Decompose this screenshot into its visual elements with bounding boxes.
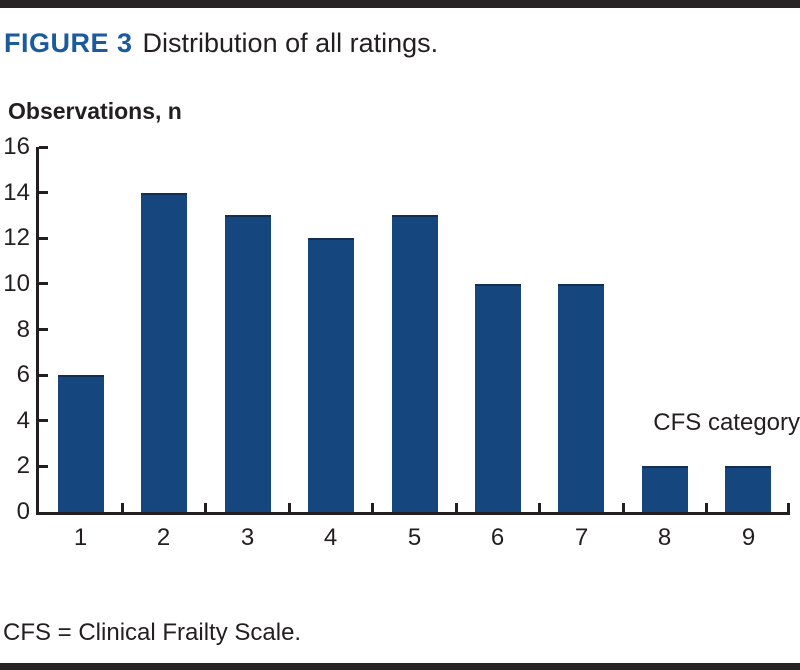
x-tick-label: 7 (574, 524, 589, 551)
figure-caption: Distribution of all ratings. (142, 28, 439, 58)
x-axis-tick (204, 503, 207, 512)
y-tick-label: 8 (16, 316, 30, 343)
bar (308, 238, 354, 512)
x-axis-end-tick (787, 503, 790, 512)
bottom-rule (0, 663, 800, 670)
y-axis-tick (39, 328, 48, 331)
x-tick-label: 3 (240, 524, 255, 551)
bar (141, 193, 187, 512)
y-tick-label: 16 (3, 133, 30, 160)
y-axis-tick (39, 374, 48, 377)
bar (225, 215, 271, 512)
y-tick-label: 12 (3, 224, 30, 251)
x-axis-title: CFS category (653, 409, 800, 436)
x-axis-tick (288, 503, 291, 512)
x-tick-label: 4 (323, 524, 338, 551)
bar (558, 284, 604, 512)
x-axis-tick (622, 503, 625, 512)
bar (392, 215, 438, 512)
y-axis-tick (39, 146, 48, 149)
y-axis-tick (39, 465, 48, 468)
x-axis-tick (538, 503, 541, 512)
y-tick-label: 2 (16, 452, 30, 479)
y-axis-tick (39, 282, 48, 285)
x-axis-tick (371, 503, 374, 512)
figure-footnote: CFS = Clinical Frailty Scale. (3, 619, 302, 646)
x-tick-label: 1 (73, 524, 88, 551)
y-tick-label: 14 (3, 179, 30, 206)
x-tick-label: 9 (741, 524, 756, 551)
bar (58, 375, 104, 512)
x-tick-label: 5 (407, 524, 422, 551)
y-tick-label: 6 (16, 361, 30, 388)
x-axis-tick (121, 503, 124, 512)
figure-title: FIGURE 3 Distribution of all ratings. (4, 27, 438, 59)
y-tick-label: 4 (16, 407, 30, 434)
x-tick-label: 6 (490, 524, 505, 551)
x-axis-tick (455, 503, 458, 512)
bar (475, 284, 521, 512)
figure-label: FIGURE 3 (4, 28, 133, 58)
y-axis-tick (39, 191, 48, 194)
x-tick-label: 2 (156, 524, 171, 551)
top-rule (0, 0, 800, 8)
bar-chart-plot: 0 2 4 6 8 10 12 14 16 1 2 3 4 5 6 7 8 9 (3, 134, 790, 551)
y-tick-label: 10 (3, 270, 30, 297)
x-tick-label: 8 (657, 524, 672, 551)
y-axis-tick (39, 419, 48, 422)
y-axis-title: Observations, n (8, 98, 182, 124)
bar (642, 466, 688, 512)
x-axis-tick (705, 503, 708, 512)
y-tick-label: 0 (16, 498, 30, 525)
y-axis-tick (39, 237, 48, 240)
bar (725, 466, 771, 512)
